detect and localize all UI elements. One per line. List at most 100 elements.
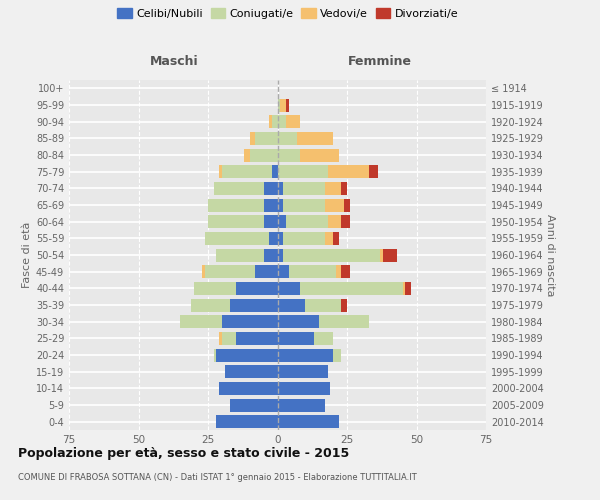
Bar [277,282,300,295]
Bar [277,132,297,145]
Bar [202,265,277,278]
Bar [277,232,283,245]
Bar [277,415,338,428]
Bar [277,198,344,211]
Bar [263,182,277,195]
Bar [236,282,277,295]
Bar [277,382,331,395]
Text: Femmine: Femmine [349,56,412,68]
Bar [250,132,277,145]
Bar [277,332,333,345]
Bar [230,298,277,312]
Bar [277,348,341,362]
Bar [277,415,338,428]
Bar [244,148,277,162]
Bar [277,315,319,328]
Bar [277,348,341,362]
Bar [275,315,277,328]
Bar [191,298,277,312]
Bar [194,282,277,295]
Bar [277,298,305,312]
Bar [277,315,369,328]
Bar [277,298,347,312]
Bar [277,398,325,411]
Bar [230,398,277,411]
Text: Popolazione per età, sesso e stato civile - 2015: Popolazione per età, sesso e stato civil… [18,448,349,460]
Bar [277,348,333,362]
Bar [219,382,277,395]
Bar [277,398,325,411]
Bar [272,232,277,245]
Bar [277,198,283,211]
Bar [277,265,336,278]
Bar [180,315,277,328]
Bar [214,182,277,195]
Bar [277,198,325,211]
Bar [277,415,338,428]
Bar [208,215,277,228]
Bar [277,232,338,245]
Bar [277,382,331,395]
Bar [277,115,300,128]
Bar [277,165,328,178]
Bar [277,132,333,145]
Bar [277,398,325,411]
Bar [205,265,277,278]
Bar [224,365,277,378]
Bar [277,298,341,312]
Bar [255,265,277,278]
Bar [263,248,277,262]
Bar [194,282,277,295]
Bar [277,365,328,378]
Bar [277,182,325,195]
Bar [250,148,277,162]
Bar [277,248,397,262]
Bar [217,415,277,428]
Bar [205,232,277,245]
Bar [263,248,277,262]
Bar [277,182,341,195]
Bar [224,365,277,378]
Y-axis label: Fasce di età: Fasce di età [22,222,32,288]
Bar [277,198,350,211]
Bar [277,265,341,278]
Bar [277,98,280,112]
Bar [214,348,277,362]
Bar [208,198,277,211]
Bar [217,415,277,428]
Bar [222,332,277,345]
Bar [277,282,406,295]
Bar [272,165,277,178]
Text: Maschi: Maschi [151,56,199,68]
Bar [277,315,369,328]
Bar [219,165,277,178]
Bar [214,348,277,362]
Bar [208,215,277,228]
Bar [263,215,277,228]
Bar [277,265,289,278]
Bar [277,182,283,195]
Y-axis label: Anni di nascita: Anni di nascita [545,214,555,296]
Bar [230,398,277,411]
Bar [277,215,328,228]
Bar [277,165,377,178]
Bar [258,282,277,295]
Bar [277,398,325,411]
Bar [277,315,369,328]
Bar [214,182,277,195]
Bar [269,265,277,278]
Bar [222,165,277,178]
Bar [219,332,277,345]
Bar [217,348,277,362]
Bar [277,98,286,112]
Bar [272,215,277,228]
Bar [277,332,314,345]
Bar [224,365,277,378]
Bar [272,115,277,128]
Bar [277,365,328,378]
Bar [277,148,338,162]
Bar [277,365,328,378]
Text: COMUNE DI FRABOSA SOTTANA (CN) - Dati ISTAT 1° gennaio 2015 - Elaborazione TUTTI: COMUNE DI FRABOSA SOTTANA (CN) - Dati IS… [18,472,417,482]
Bar [272,182,277,195]
Bar [263,198,277,211]
